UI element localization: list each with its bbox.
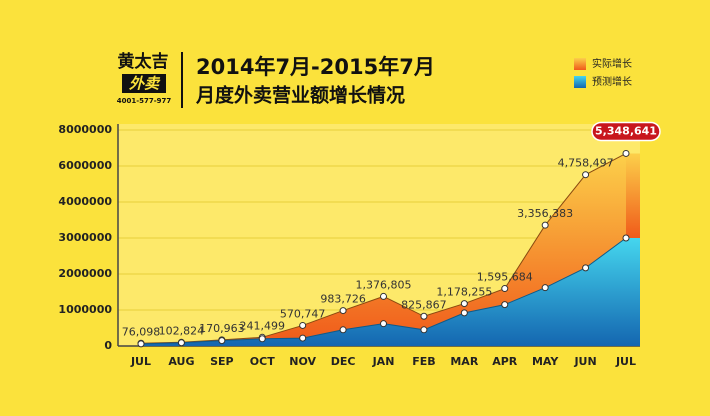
point — [177, 339, 185, 347]
y-tick-label: 2000000 — [58, 267, 112, 280]
y-tick-label: 0 — [104, 339, 112, 352]
value-label: 1,376,805 — [356, 278, 412, 291]
brand-sub: 外卖 — [128, 75, 161, 93]
x-tick-label: APR — [492, 355, 518, 368]
y-tick-label: 6000000 — [58, 159, 112, 172]
x-tick-label: SEP — [210, 355, 234, 368]
y-tick-label: 4000000 — [58, 195, 112, 208]
value-label: 1,178,255 — [436, 286, 492, 299]
area-actual-tail — [626, 153, 640, 238]
point — [218, 337, 226, 345]
point — [622, 149, 630, 157]
x-tick-label: MAR — [450, 355, 478, 368]
value-label: 825,867 — [401, 298, 447, 311]
point — [501, 301, 509, 309]
point — [541, 284, 549, 292]
chart-title: 2014年7月-2015年7月 — [196, 55, 435, 79]
value-label: 102,824 — [159, 324, 205, 337]
point — [460, 309, 468, 317]
value-label: 570,747 — [280, 307, 326, 320]
x-tick-label: JAN — [372, 355, 395, 368]
x-tick-label: JUL — [130, 355, 151, 368]
x-tick-label: AUG — [168, 355, 194, 368]
area-forecast-tail — [626, 238, 640, 346]
value-label: 4,758,497 — [558, 157, 614, 170]
value-label: 170,963 — [199, 322, 245, 335]
x-tick-label: JUN — [573, 355, 596, 368]
chart-subtitle: 月度外卖营业额增长情况 — [195, 84, 405, 107]
point — [380, 320, 387, 328]
point — [420, 326, 428, 334]
x-tick-label: DEC — [331, 355, 356, 368]
brand-name: 黄太吉 — [118, 51, 169, 72]
point — [501, 285, 509, 293]
point — [299, 334, 307, 342]
value-label: 3,356,383 — [517, 207, 573, 220]
point — [541, 221, 549, 229]
brand-box — [122, 74, 166, 93]
point — [460, 300, 468, 308]
x-tick-label: OCT — [250, 355, 275, 368]
value-label: 1,595,684 — [477, 271, 533, 284]
legend-swatch — [574, 76, 586, 88]
y-tick-label: 1000000 — [58, 303, 112, 316]
point — [420, 312, 428, 320]
point — [339, 326, 347, 334]
y-tick-label: 3000000 — [58, 231, 112, 244]
x-tick-label: JUL — [615, 355, 636, 368]
value-label-badge — [591, 121, 661, 142]
point — [339, 307, 347, 315]
point — [380, 292, 387, 300]
brand-phone: 4001-577-977 — [117, 97, 172, 105]
value-label: 76,098 — [122, 325, 161, 338]
point — [582, 171, 590, 179]
value-label: 5,348,641 — [595, 124, 657, 137]
legend-label: 预测增长 — [592, 75, 632, 88]
legend-swatch — [574, 58, 586, 70]
value-label: 983,726 — [320, 293, 366, 306]
area-actual — [141, 153, 626, 344]
point — [137, 340, 145, 348]
point — [622, 234, 630, 242]
area-forecast — [141, 238, 626, 346]
y-tick-label: 8000000 — [58, 123, 112, 136]
point — [299, 321, 307, 329]
value-label: 241,499 — [240, 319, 286, 332]
legend-label: 实际增长 — [592, 57, 632, 70]
point — [582, 264, 590, 272]
x-tick-label: MAY — [532, 355, 559, 368]
point — [258, 335, 266, 343]
x-tick-label: FEB — [412, 355, 435, 368]
x-tick-label: NOV — [289, 355, 316, 368]
